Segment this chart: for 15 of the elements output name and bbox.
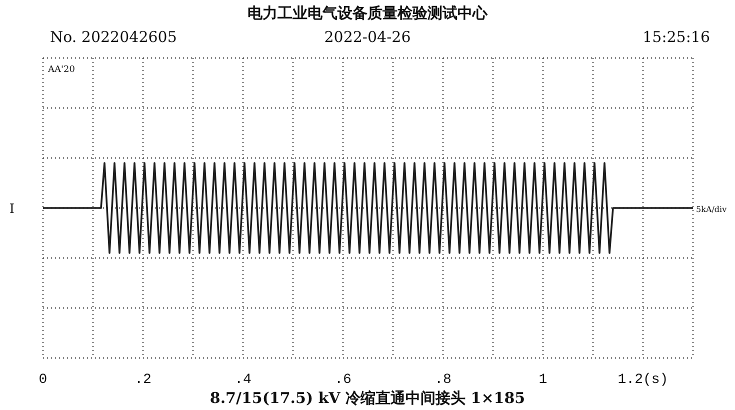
text: 15:25:16 <box>642 28 710 46</box>
text: No. 2022042605 <box>50 28 177 46</box>
text: I <box>9 202 15 217</box>
x-tick-label: 1 <box>538 372 548 388</box>
text: 2022-04-26 <box>324 28 411 46</box>
x-tick-label: .8 <box>434 372 452 388</box>
x-tick-label: 0 <box>38 372 48 388</box>
x-tick-label: .6 <box>334 372 352 388</box>
chart-title: 电力工业电气设备质量检验测试中心 <box>248 4 488 22</box>
x-tick-label: .2 <box>134 372 152 388</box>
text: AA'20 <box>47 65 76 75</box>
text: 5kA/div <box>696 205 728 214</box>
x-tick-label: .4 <box>234 372 252 388</box>
x-tick-label: 1.2(s) <box>618 372 668 388</box>
text: 8.7/15(17.5) kV 冷缩直通中间接头 1×185 <box>210 389 526 407</box>
